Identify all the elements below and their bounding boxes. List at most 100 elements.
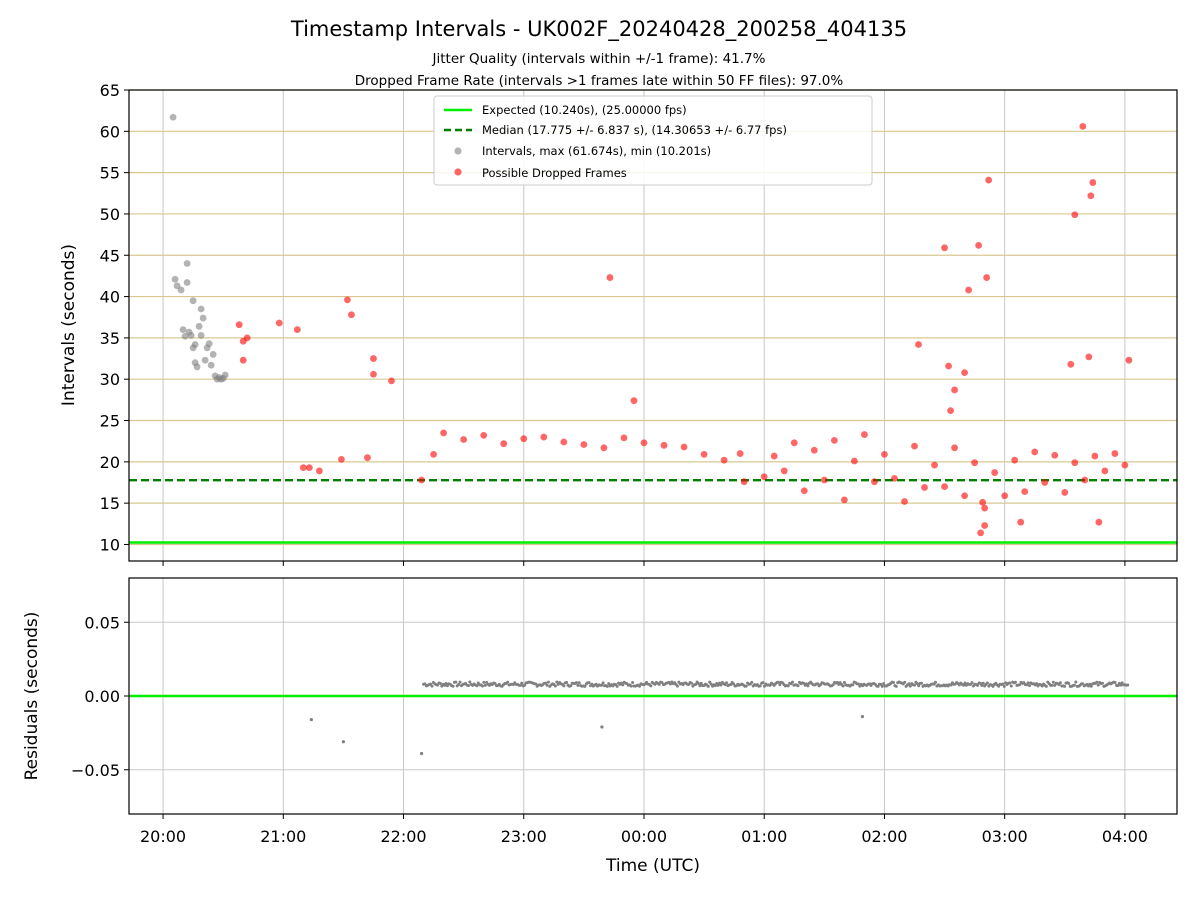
intervals-point-s0-14 xyxy=(193,363,201,371)
legend-median-label: Median (17.775 +/- 6.837 s), (14.30653 +… xyxy=(482,123,787,137)
residual-band-point-205 xyxy=(709,682,713,686)
intervals-point-s1-48 xyxy=(871,478,878,486)
residual-band-point-448 xyxy=(1050,683,1054,687)
residual-band-point-299 xyxy=(841,684,845,688)
intervals-point-s1-14 xyxy=(370,370,377,378)
intervals-ytick-label-5: 35 xyxy=(100,329,120,348)
x-tick-label-0: 20:00 xyxy=(140,827,186,846)
intervals-point-s0-17 xyxy=(197,332,205,339)
residuals-panel: 0.05 0.00 −0.05 20:00 21:00 22:00 23:00 00:00 0… xyxy=(22,577,1178,876)
intervals-point-s1-9 xyxy=(338,455,345,463)
intervals-ytick-label-10: 60 xyxy=(100,122,120,141)
residuals-ytick-label-2: −0.05 xyxy=(71,761,120,780)
residual-band-point-422 xyxy=(1013,680,1017,684)
intervals-plot-frame xyxy=(128,89,1178,562)
residual-band-point-335 xyxy=(891,681,895,685)
residual-band-point-495 xyxy=(1116,684,1120,688)
intervals-point-s0-19 xyxy=(201,356,209,364)
intervals-point-s1-74 xyxy=(915,341,922,348)
intervals-point-s1-54 xyxy=(931,461,938,469)
intervals-point-s0-23 xyxy=(209,351,217,358)
intervals-point-s1-37 xyxy=(760,473,768,481)
intervals-point-s1-36 xyxy=(740,478,748,486)
residual-band-point-69 xyxy=(518,683,522,687)
residual-band-point-292 xyxy=(831,683,835,687)
intervals-point-s1-73 xyxy=(1121,461,1129,469)
residual-band-point-465 xyxy=(1074,680,1078,684)
residual-band-point-210 xyxy=(716,683,720,687)
residuals-ytick-label-1: 0.00 xyxy=(84,687,120,706)
intervals-point-s1-24 xyxy=(520,435,528,443)
residual-band-point-25 xyxy=(457,682,461,686)
residual-band-point-425 xyxy=(1018,683,1022,687)
residual-band-point-197 xyxy=(698,684,702,688)
residual-band-point-347 xyxy=(908,684,912,688)
residual-band-point-88 xyxy=(545,683,549,687)
intervals-point-s1-2 xyxy=(239,356,247,364)
residual-band-point-221 xyxy=(732,682,736,686)
intervals-point-s1-55 xyxy=(941,483,948,491)
intervals-point-s1-79 xyxy=(965,286,973,294)
intervals-point-s1-63 xyxy=(1021,488,1029,495)
intervals-point-s1-23 xyxy=(500,440,508,448)
residual-band-point-44 xyxy=(483,683,487,687)
residual-band-point-6 xyxy=(430,684,434,688)
residual-band-point-247 xyxy=(768,683,772,687)
intervals-ytick-label-0: 10 xyxy=(100,535,120,554)
intervals-point-s1-87 xyxy=(1085,353,1093,361)
intervals-point-s1-10 xyxy=(344,296,351,304)
residual-band-point-234 xyxy=(750,680,754,684)
residual-band-point-131 xyxy=(605,684,609,688)
x-axis-label: Time (UTC) xyxy=(605,856,700,876)
legend-dropped-label: Possible Dropped Frames xyxy=(482,166,627,180)
intervals-point-s1-51 xyxy=(901,498,908,505)
intervals-y-axis-label: Intervals (seconds) xyxy=(59,244,79,406)
intervals-point-s0-10 xyxy=(189,297,197,305)
intervals-ytick-label-4: 30 xyxy=(100,370,120,389)
intervals-point-s1-52 xyxy=(911,442,918,450)
intervals-point-s1-72 xyxy=(1111,450,1119,457)
residual-band-point-385 xyxy=(962,683,966,687)
residual-band-point-102 xyxy=(565,680,569,684)
intervals-point-s1-82 xyxy=(985,176,993,184)
residual-band-point-413 xyxy=(1001,682,1005,686)
residual-band-point-196 xyxy=(696,681,700,685)
intervals-point-s1-71 xyxy=(1101,467,1109,475)
intervals-point-s0-9 xyxy=(187,332,195,339)
intervals-point-s1-92 xyxy=(981,522,989,529)
intervals-ytick-label-7: 45 xyxy=(100,246,120,265)
legend-expected-label: Expected (10.240s), (25.00000 fps) xyxy=(482,103,687,117)
intervals-point-s1-64 xyxy=(1031,448,1039,456)
residual-band-point-450 xyxy=(1053,683,1057,687)
residual-band-point-397 xyxy=(978,681,982,685)
residual-band-point-346 xyxy=(907,682,911,686)
residual-band-point-230 xyxy=(744,684,748,688)
intervals-reference-lines xyxy=(129,479,1177,544)
intervals-point-s0-4 xyxy=(183,260,191,267)
intervals-point-s1-91 xyxy=(979,498,987,506)
chart-subtitle-jitter: Jitter Quality (intervals within +/-1 fr… xyxy=(432,51,766,67)
intervals-point-s1-19 xyxy=(430,451,437,458)
residual-band-point-502 xyxy=(1126,683,1130,687)
intervals-point-s1-16 xyxy=(418,476,425,484)
residual-band-point-444 xyxy=(1044,684,1048,688)
intervals-point-s1-93 xyxy=(977,529,985,537)
residual-band-point-95 xyxy=(555,680,559,684)
intervals-point-s1-89 xyxy=(1125,356,1133,364)
residual-band-point-260 xyxy=(786,684,790,688)
intervals-panel: 10 15 20 25 30 35 40 45 50 55 60 65 Intervals (seco… xyxy=(59,81,1178,566)
intervals-point-s1-35 xyxy=(736,450,744,457)
intervals-point-s1-78 xyxy=(961,369,968,376)
residual-band-point-481 xyxy=(1096,683,1100,687)
residual-band-point-484 xyxy=(1100,681,1104,685)
intervals-point-s1-88 xyxy=(1067,360,1075,368)
residual-band-point-399 xyxy=(981,681,985,685)
intervals-point-s1-32 xyxy=(680,443,688,451)
residual-band-point-127 xyxy=(600,683,604,687)
residual-band-point-431 xyxy=(1026,681,1030,685)
residual-band-point-212 xyxy=(719,683,723,687)
intervals-point-s1-53 xyxy=(921,484,928,491)
intervals-point-s1-57 xyxy=(961,492,968,500)
intervals-point-s1-0 xyxy=(235,321,243,329)
residual-band-point-449 xyxy=(1051,680,1055,684)
